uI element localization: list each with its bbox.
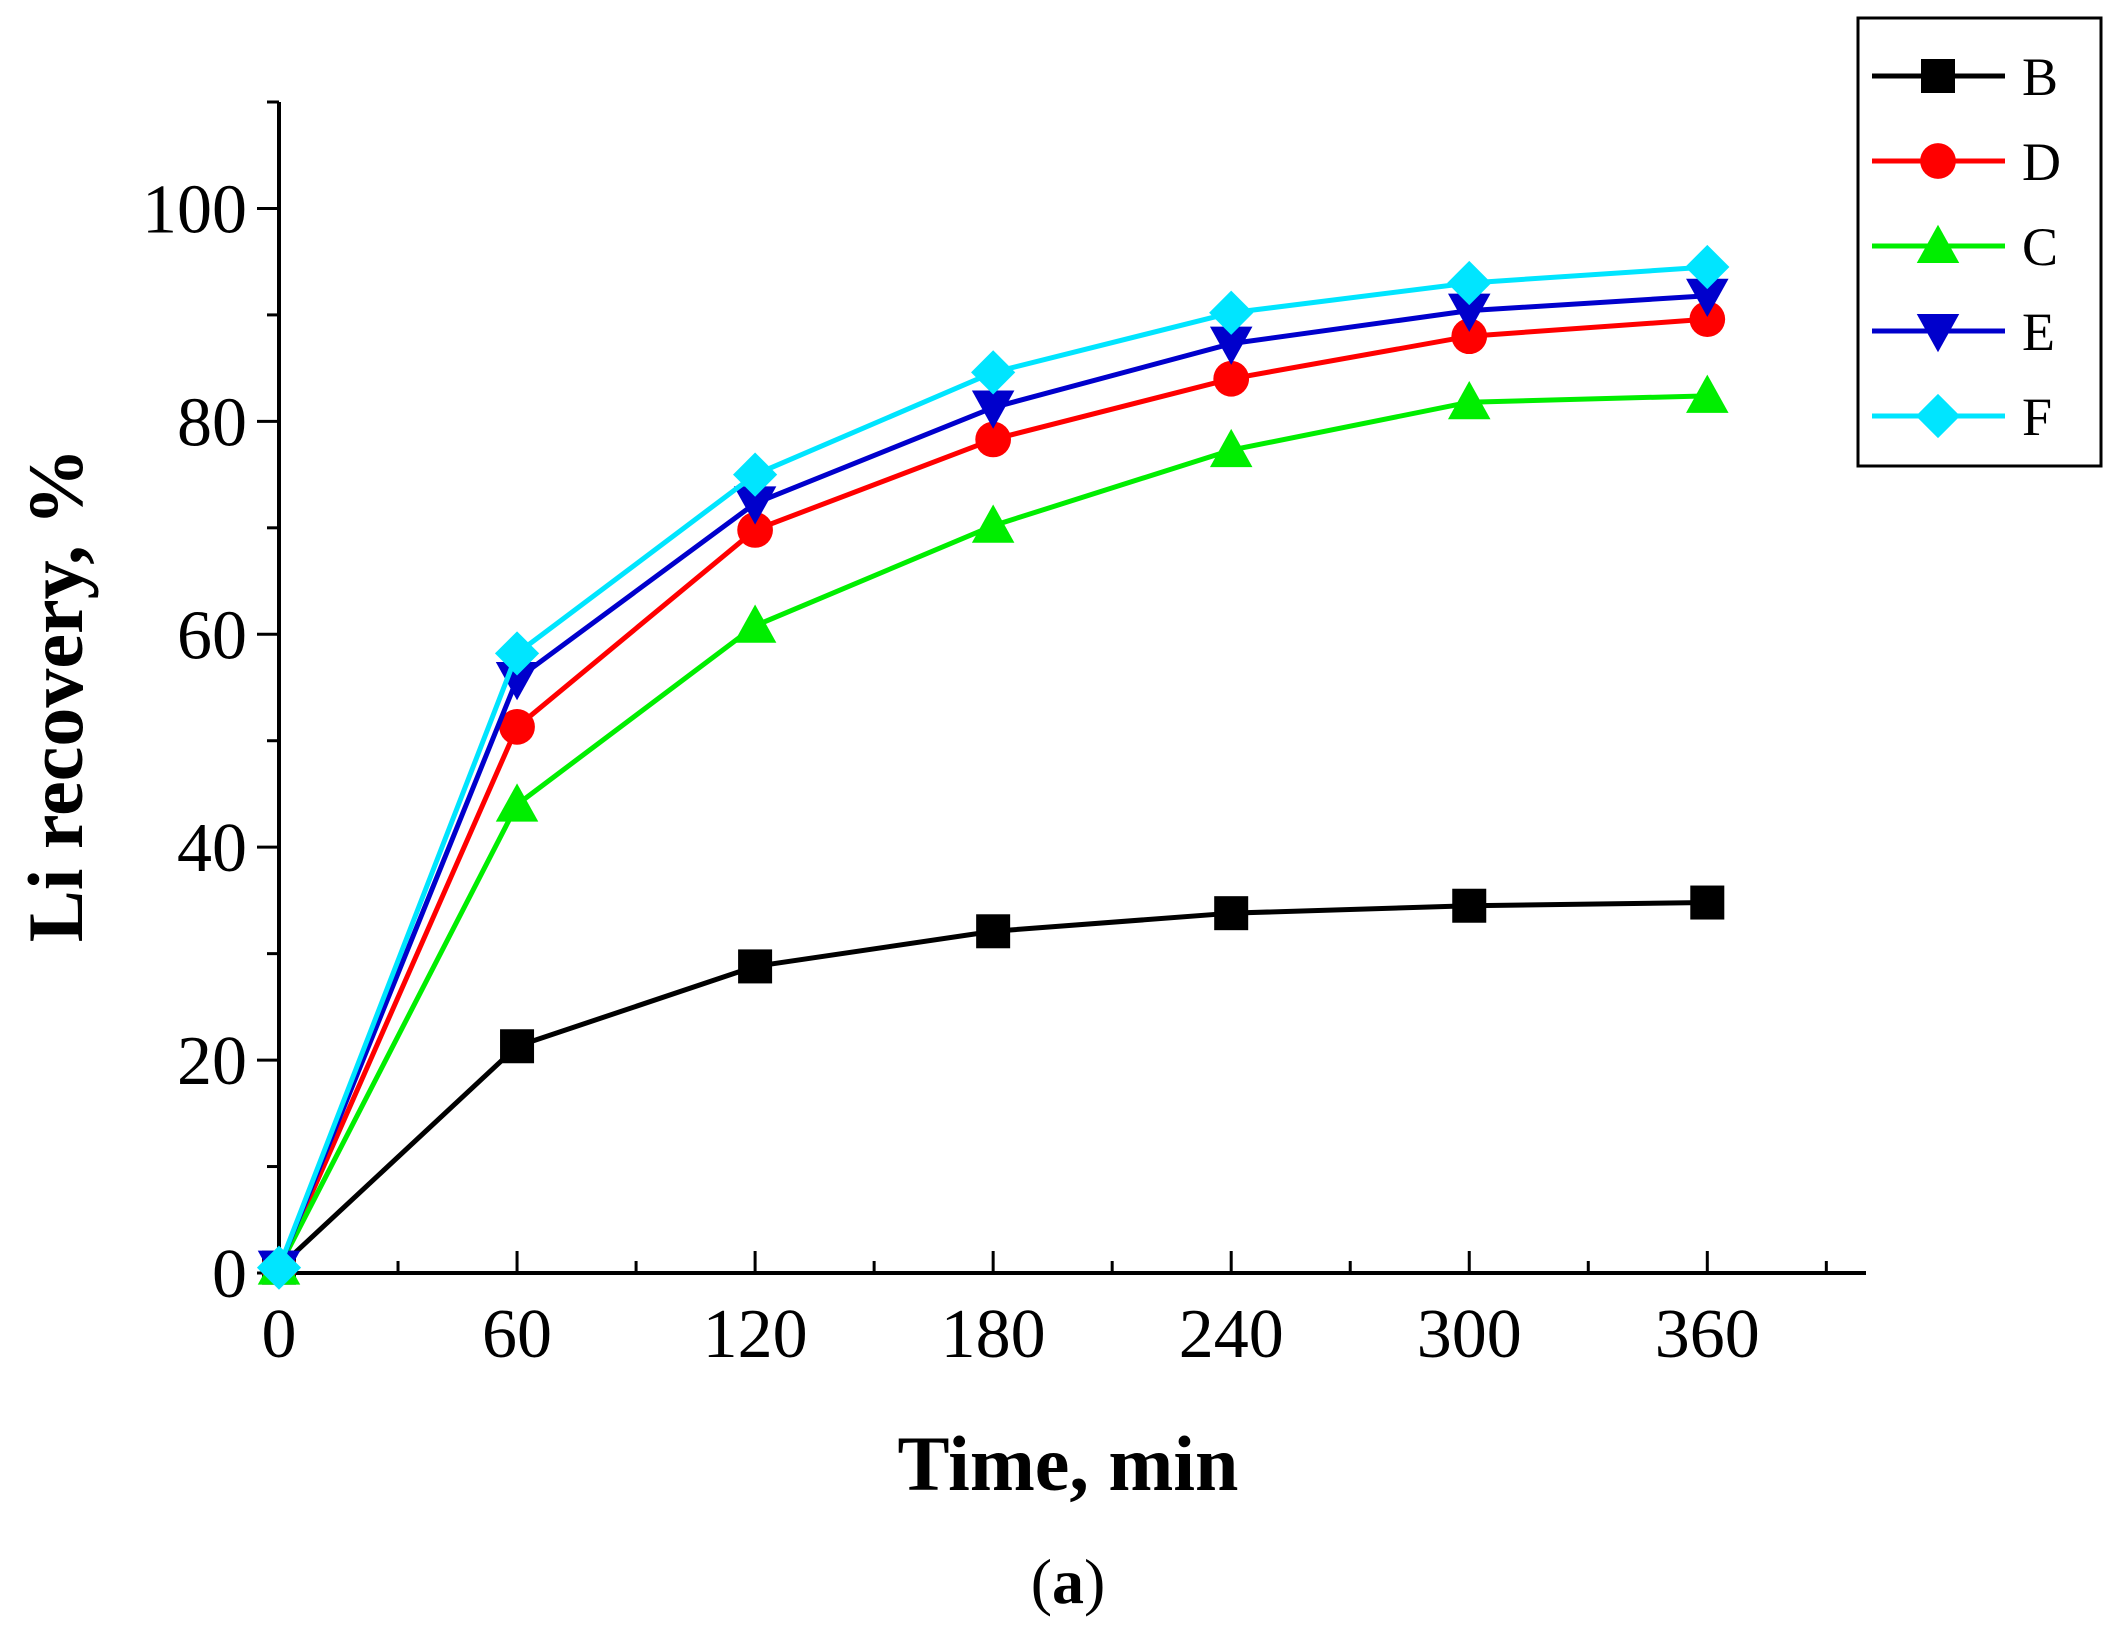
data-point-F (971, 350, 1016, 395)
legend-label: E (2022, 302, 2055, 362)
legend-label: C (2022, 217, 2058, 277)
ticks-layer: 0 60 120 180 240 300 360 0 20 40 60 80 100 (142, 100, 1828, 1373)
data-point-B (976, 914, 1011, 949)
data-point-F (1209, 290, 1254, 335)
x-tick-label: 0 (262, 1296, 297, 1373)
data-point-B (500, 1029, 535, 1064)
x-axis-title: Time, min (898, 1420, 1239, 1507)
data-point-C (1448, 380, 1491, 420)
y-tick-label: 100 (142, 171, 247, 248)
data-point-E (1448, 293, 1491, 332)
data-point-B (1214, 896, 1249, 931)
data-point-F (494, 631, 540, 676)
series-B (262, 885, 1725, 1285)
legend-item-F: F (1872, 387, 2052, 447)
data-point-F (1685, 244, 1730, 290)
data-point-B (738, 949, 773, 984)
x-tick-label: 180 (941, 1296, 1046, 1373)
data-point-E (971, 390, 1015, 429)
x-tick-label: 360 (1655, 1296, 1760, 1373)
data-point-D (1451, 318, 1488, 355)
y-tick-label: 60 (177, 597, 247, 674)
data-point-E (733, 486, 777, 525)
panel-label-open: ( (1031, 1546, 1052, 1617)
legend-swatch-marker (1916, 314, 1960, 353)
panel-label: (a) (1031, 1546, 1106, 1617)
data-point-F (256, 1245, 302, 1290)
series-line-B (277, 900, 1708, 1270)
y-axis-title: Li recovery, % (12, 448, 99, 943)
legend-item-E: E (1872, 302, 2055, 362)
data-point-C (1686, 374, 1729, 413)
data-point-D (499, 709, 535, 745)
legend-swatch-marker (1915, 393, 1961, 439)
data-point-F (733, 452, 778, 497)
panel-label-close: ) (1084, 1546, 1105, 1617)
series-C (257, 374, 1729, 1285)
data-point-E (1686, 278, 1729, 317)
legend-box (1856, 16, 2103, 468)
data-point-C (733, 604, 777, 643)
x-tick-label: 60 (482, 1296, 552, 1373)
y-tick-label: 20 (177, 1023, 247, 1100)
series-line-D (276, 316, 1708, 1269)
y-tick-label: 0 (212, 1236, 247, 1313)
series-F (256, 244, 1730, 1290)
data-point-F (1447, 260, 1492, 306)
series-layer (256, 244, 1730, 1290)
legend-label: F (2022, 387, 2052, 447)
data-point-E (1209, 326, 1253, 365)
data-point-C (971, 504, 1015, 543)
data-point-C (1209, 428, 1253, 468)
legend-label: D (2022, 132, 2061, 192)
legend-item-D: D (1872, 132, 2061, 192)
panel-label-letter: a (1052, 1546, 1084, 1617)
data-point-D (975, 421, 1012, 458)
data-point-D (737, 512, 773, 548)
data-point-B (1690, 885, 1725, 920)
data-point-B (1452, 888, 1487, 923)
x-tick-label: 120 (703, 1296, 808, 1373)
series-D (261, 301, 1726, 1286)
legend-item-B: B (1872, 47, 2058, 107)
legend-label: B (2022, 47, 2058, 107)
data-point-D (1213, 360, 1250, 397)
y-tick-label: 80 (177, 384, 247, 461)
legend-swatch-marker (1921, 59, 1955, 93)
legend-swatch-marker (1916, 224, 1960, 263)
x-tick-label: 300 (1417, 1296, 1522, 1373)
axes-layer (277, 102, 1866, 1275)
data-point-E (495, 661, 539, 701)
legend-swatch-marker (1920, 143, 1956, 179)
data-point-D (1689, 301, 1726, 338)
legend-item-C: C (1872, 217, 2058, 277)
data-point-C (495, 783, 539, 822)
y-tick-label: 40 (177, 810, 247, 887)
x-tick-label: 240 (1179, 1296, 1284, 1373)
